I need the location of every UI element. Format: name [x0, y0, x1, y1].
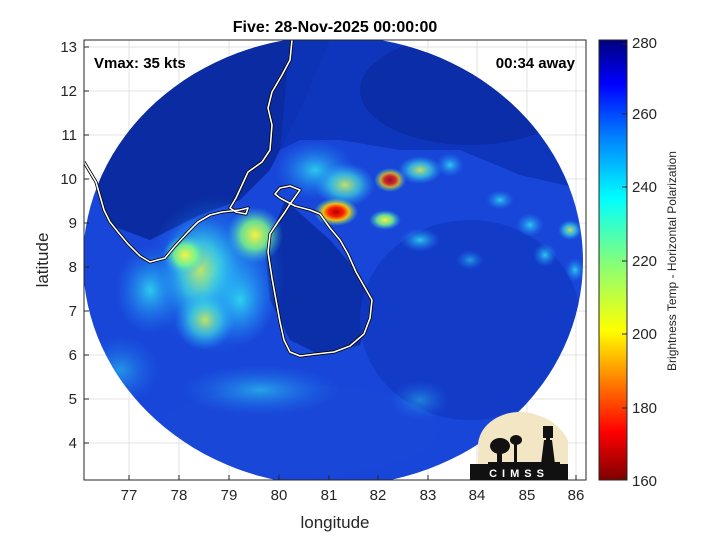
colorbar: 280 260 240 220 200 180 160 Brightness T…	[598, 35, 679, 490]
colorbar-tick-label: 160	[632, 473, 657, 490]
colorbar-tick-label: 240	[632, 179, 657, 196]
x-tick-label: 85	[519, 487, 536, 504]
colorbar-label: Brightness Temp - Horizontal Polarizatio…	[665, 151, 679, 371]
tick-marks	[84, 46, 577, 480]
colorbar-tick-label: 260	[632, 106, 657, 123]
colorbar-tick-label: 200	[632, 326, 657, 343]
colorbar-gradient	[598, 39, 628, 481]
x-axis-label: longitude	[300, 513, 369, 532]
y-tick-label: 7	[69, 303, 77, 320]
x-tick-label: 81	[321, 487, 338, 504]
x-tick-label: 77	[121, 487, 138, 504]
axes-frame	[83, 39, 587, 481]
x-tick-label: 80	[271, 487, 288, 504]
colorbar-tick-label: 180	[632, 400, 657, 417]
y-tick-label: 13	[60, 39, 77, 56]
vmax-label: Vmax: 35 kts	[94, 55, 186, 72]
x-tick-label: 83	[420, 487, 437, 504]
y-tick-label: 5	[69, 391, 77, 408]
colorbar-tick-label: 280	[632, 35, 657, 52]
y-axis-label: latitude	[33, 233, 52, 288]
cimss-logo: CIMSS	[470, 412, 568, 480]
y-tick-labels: 13 12 11 10 9 8 7 6 5 4	[60, 39, 77, 452]
x-tick-label: 84	[469, 487, 486, 504]
y-tick-label: 11	[61, 127, 77, 144]
x-tick-labels: 77 78 79 80 81 82 83 84 85 86	[121, 487, 585, 504]
y-tick-label: 8	[69, 259, 77, 276]
x-tick-label: 86	[568, 487, 585, 504]
y-tick-label: 6	[69, 347, 77, 364]
x-tick-label: 82	[370, 487, 387, 504]
time-away-label: 00:34 away	[496, 55, 576, 72]
map-title: Five: 28-Nov-2025 00:00:00	[233, 19, 438, 36]
y-tick-label: 9	[69, 215, 77, 232]
cimss-logo-text: CIMSS	[489, 468, 549, 480]
y-tick-label: 12	[60, 83, 77, 100]
x-tick-label: 78	[171, 487, 188, 504]
colorbar-tick-label: 220	[632, 253, 657, 270]
y-tick-label: 10	[60, 171, 77, 188]
x-tick-label: 79	[221, 487, 238, 504]
y-tick-label: 4	[69, 435, 77, 452]
